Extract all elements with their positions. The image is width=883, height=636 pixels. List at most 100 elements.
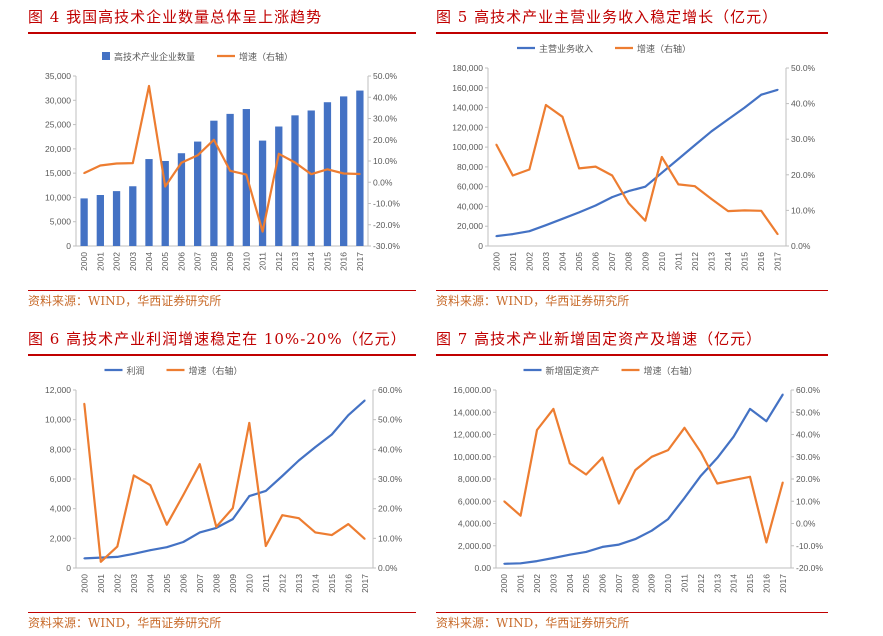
data-point: [99, 164, 102, 167]
source-rule: [28, 612, 416, 613]
data-point: [677, 183, 680, 186]
data-point: [149, 549, 152, 552]
source-rule: [28, 290, 416, 291]
series-line: [504, 393, 784, 565]
left-tick-label: 4,000: [50, 504, 72, 514]
right-tick-label: 30.0%: [796, 452, 821, 462]
chart-title: 图 4 我国高技术企业数量总体呈上涨趋势: [28, 8, 323, 26]
source-note: 资料来源：WIND，华西证券研究所: [28, 616, 222, 630]
chart-title: 图 6 高技术产业利润增速稳定在 10%-20%（亿元）: [28, 330, 407, 348]
x-tick-label: 2002: [112, 574, 122, 593]
x-tick-label: 2008: [624, 252, 634, 271]
data-point: [727, 118, 729, 121]
right-tick-label: 10.0%: [791, 205, 816, 215]
data-point: [545, 224, 547, 227]
data-point: [536, 429, 538, 431]
legend-label: 增速（右轴）: [189, 365, 243, 376]
legend-swatch: [102, 52, 110, 60]
data-point: [229, 169, 232, 172]
left-tick-label: 80,000: [457, 162, 483, 172]
title-rule: [28, 354, 416, 356]
x-tick-label: 2016: [756, 252, 766, 271]
data-point: [699, 474, 702, 477]
right-tick-label: 0.0%: [378, 563, 398, 573]
right-tick-label: 0.0%: [373, 177, 393, 187]
right-tick-label: 10.0%: [796, 496, 821, 506]
series-line: [83, 403, 366, 563]
data-point: [650, 529, 653, 532]
x-tick-label: 2013: [294, 574, 304, 593]
data-point: [568, 462, 571, 465]
data-point: [131, 162, 134, 165]
bar: [80, 198, 88, 246]
data-point: [511, 233, 514, 236]
right-tick-label: 30.0%: [378, 474, 403, 484]
chart-fig7: 0.00 2,000.00 4,000.00 6,000.00 8,000.00 10,0…: [453, 365, 823, 593]
right-tick-label: -20.0%: [373, 220, 400, 230]
x-tick-label: 2015: [745, 574, 755, 593]
right-tick-label: 60.0%: [796, 385, 821, 395]
left-tick-label: 25,000: [45, 120, 71, 130]
right-tick-label: 30.0%: [791, 134, 816, 144]
data-point: [231, 518, 234, 520]
x-tick-label: 2009: [647, 574, 657, 593]
bar: [275, 126, 283, 246]
data-point: [180, 161, 183, 164]
data-point: [781, 393, 784, 396]
legend-label: 主营业务收入: [539, 43, 593, 54]
x-tick-label: 2013: [707, 252, 717, 271]
x-tick-label: 2002: [112, 252, 122, 271]
x-tick-label: 2013: [290, 252, 300, 271]
x-tick-label: 2009: [228, 574, 238, 593]
x-tick-label: 2001: [96, 574, 106, 593]
x-tick-label: 2009: [225, 252, 235, 271]
left-tick-label: 20,000: [457, 221, 483, 231]
legend-label: 新增固定资产: [546, 365, 600, 376]
bar: [161, 161, 169, 246]
data-point: [182, 494, 185, 496]
right-tick-label: 20.0%: [796, 474, 821, 484]
left-tick-label: 4,000.00: [458, 519, 491, 529]
x-tick-label: 2014: [723, 252, 733, 271]
right-tick-label: 30.0%: [373, 114, 398, 124]
source-note: 资料来源：WIND，华西证券研究所: [28, 294, 222, 308]
data-point: [578, 211, 580, 214]
legend-label: 增速（右轴）: [239, 51, 293, 62]
chart-fig6: 0 2,000 4,000 6,000 8,000 10,000 12,000 0.0% 10.…: [45, 365, 403, 593]
data-point: [677, 158, 680, 160]
right-tick-label: 10.0%: [378, 533, 403, 543]
x-tick-label: 2017: [355, 252, 365, 271]
bar: [194, 141, 202, 246]
series-line: [503, 407, 784, 544]
data-point: [660, 171, 663, 174]
right-tick-label: 50.0%: [373, 71, 398, 81]
left-tick-label: 10,000: [45, 192, 71, 202]
data-point: [83, 172, 86, 175]
x-tick-label: 2010: [241, 252, 251, 271]
data-point: [248, 495, 251, 497]
series-line: [496, 88, 779, 238]
legend-label: 增速（右轴）: [644, 365, 698, 376]
right-tick-label: 0.0%: [791, 241, 811, 251]
data-point: [727, 210, 729, 213]
x-tick-label: 2003: [541, 252, 551, 271]
left-tick-label: 30,000: [45, 95, 71, 105]
data-point: [601, 456, 604, 459]
data-point: [545, 104, 547, 106]
data-point: [634, 538, 637, 540]
data-point: [716, 456, 719, 459]
data-point: [585, 473, 588, 476]
bar: [340, 96, 348, 247]
chart-fig4: 0 5,000 10,000 15,000 20,000 25,000 30,000 35,0…: [45, 51, 400, 271]
data-point: [594, 204, 597, 207]
x-tick-label: 2011: [261, 574, 271, 593]
right-tick-label: 20.0%: [378, 504, 403, 514]
data-point: [749, 408, 751, 410]
data-point: [297, 517, 300, 520]
left-tick-label: 8,000.00: [458, 474, 491, 484]
data-point: [743, 106, 746, 109]
bar: [356, 90, 364, 246]
right-tick-label: -30.0%: [373, 241, 400, 251]
left-tick-label: 2,000.00: [458, 541, 491, 551]
right-tick-label: 20.0%: [373, 135, 398, 145]
